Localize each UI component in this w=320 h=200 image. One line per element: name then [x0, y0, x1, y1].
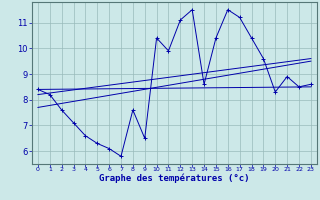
X-axis label: Graphe des températures (°c): Graphe des températures (°c): [99, 174, 250, 183]
